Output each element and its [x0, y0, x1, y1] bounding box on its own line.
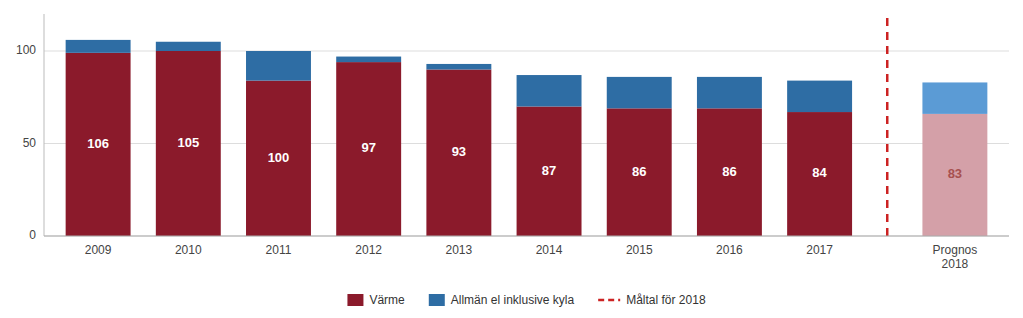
reference-line — [886, 14, 889, 236]
bar-segment — [517, 75, 582, 106]
bar-segment — [697, 77, 762, 108]
x-tick-label: 2011 — [266, 243, 292, 257]
bar-segment — [607, 77, 672, 108]
bar-segment — [787, 112, 852, 236]
bar-segment — [66, 40, 131, 53]
x-tick-label-line: 2017 — [806, 243, 833, 257]
x-tick-label: 2014 — [536, 243, 563, 257]
chart-container: 0 50 100 106 105 100 97 93 87 86 86 84 83 2009 2010 201… — [0, 0, 1023, 318]
total-label: 86 — [722, 164, 736, 179]
bar-segment — [697, 108, 762, 236]
x-tick-label: 2009 — [85, 243, 112, 257]
bar-segment — [66, 53, 131, 236]
bar-segment — [787, 81, 852, 112]
x-tick-label-line: 2010 — [175, 243, 202, 257]
x-tick-label: 2013 — [446, 243, 473, 257]
bar-segment — [246, 51, 311, 81]
bar-segment — [922, 82, 987, 113]
total-label: 106 — [87, 136, 109, 151]
y-tick-label: 0 — [29, 228, 36, 242]
bar-segment — [517, 107, 582, 237]
bar-segment — [336, 57, 401, 63]
bar-segment — [426, 64, 491, 70]
bar-segment — [156, 51, 221, 236]
bar-segment — [336, 62, 401, 236]
x-tick-label-line: 2011 — [266, 243, 292, 257]
legend-swatch — [598, 299, 620, 302]
total-label: 100 — [268, 150, 290, 165]
bar-segment — [922, 114, 987, 236]
legend-item: Värme — [347, 293, 405, 307]
total-label: 87 — [542, 163, 556, 178]
bar-segment — [246, 81, 311, 236]
chart-svg: 0 50 100 106 105 100 97 93 87 86 86 84 83 2009 2010 201… — [0, 0, 1023, 318]
legend-label: Måltal för 2018 — [626, 293, 706, 307]
x-tick-label-line: 2012 — [355, 243, 382, 257]
x-tick-label-line: 2009 — [85, 243, 112, 257]
x-tick-label: 2012 — [355, 243, 382, 257]
total-label: 105 — [177, 135, 199, 150]
grid — [44, 51, 1009, 236]
total-label: 84 — [812, 165, 827, 180]
x-tick-label: 2015 — [626, 243, 653, 257]
grid-line — [44, 236, 1009, 237]
x-tick-label: 2017 — [806, 243, 833, 257]
legend-swatch — [347, 294, 363, 306]
x-tick-label-line: 2015 — [626, 243, 653, 257]
x-tick-label-line: 2013 — [446, 243, 473, 257]
x-tick-label: Prognos2018 — [933, 243, 978, 271]
legend-item: Allmän el inklusive kyla — [429, 293, 575, 307]
total-label: 83 — [948, 166, 962, 181]
total-label: 86 — [632, 164, 646, 179]
legend-swatch — [429, 294, 445, 306]
legend-item: Måltal för 2018 — [598, 293, 706, 307]
bar-segment — [426, 70, 491, 237]
x-tick-label: 2016 — [716, 243, 743, 257]
bar-segment — [156, 42, 221, 51]
y-tick-label: 100 — [16, 43, 36, 57]
bar-segment — [607, 108, 672, 236]
x-tick-label-line: Prognos — [933, 243, 978, 257]
y-tick-label: 50 — [23, 136, 37, 150]
x-axis-line — [44, 236, 1009, 237]
bars — [66, 40, 988, 236]
legend: Värme Allmän el inklusive kyla Måltal för … — [347, 293, 705, 307]
total-label: 93 — [452, 144, 466, 159]
legend-label: Allmän el inklusive kyla — [451, 293, 575, 307]
legend-label: Värme — [369, 293, 405, 307]
y-axis-line — [44, 14, 45, 236]
x-tick-label-line: 2016 — [716, 243, 743, 257]
total-label: 97 — [361, 140, 375, 155]
x-tick-label-line: 2014 — [536, 243, 563, 257]
x-tick-label: 2010 — [175, 243, 202, 257]
x-tick-label-line: 2018 — [942, 257, 969, 271]
